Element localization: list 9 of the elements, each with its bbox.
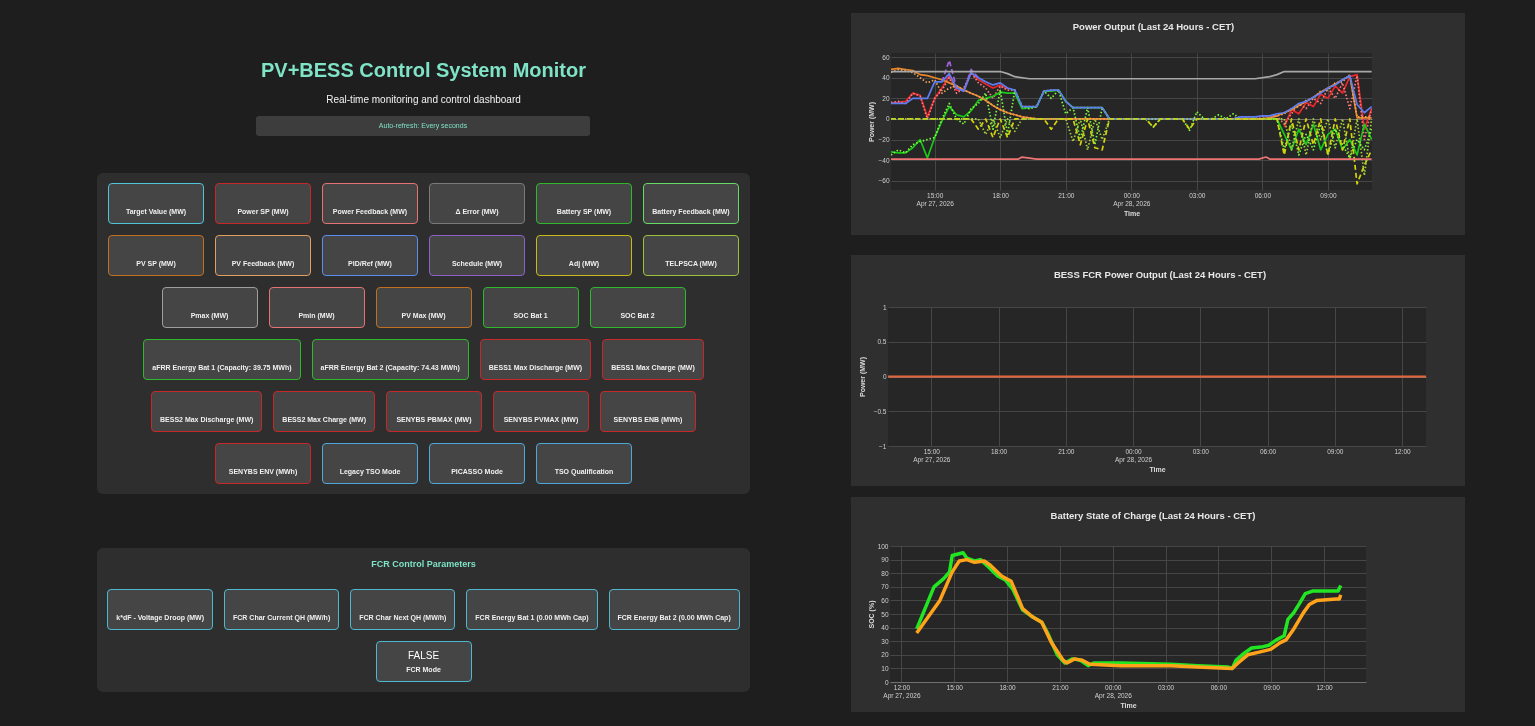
chart-title: Power Output (Last 24 Hours - CET) <box>1072 20 1235 32</box>
line-series <box>891 70 1372 80</box>
chart-title: BESS FCR Power Output (Last 24 Hours - CET) <box>1053 268 1267 280</box>
line-series <box>891 89 1372 159</box>
line-series <box>941 59 980 92</box>
chart-title: Battery State of Charge (Last 24 Hours - CET) <box>1050 509 1256 521</box>
text: PV+BESS Control System Monitor <box>259 58 588 82</box>
text: Real-time monitoring and control dashboard <box>325 93 522 107</box>
text: FCR Control Parameters <box>370 559 477 570</box>
